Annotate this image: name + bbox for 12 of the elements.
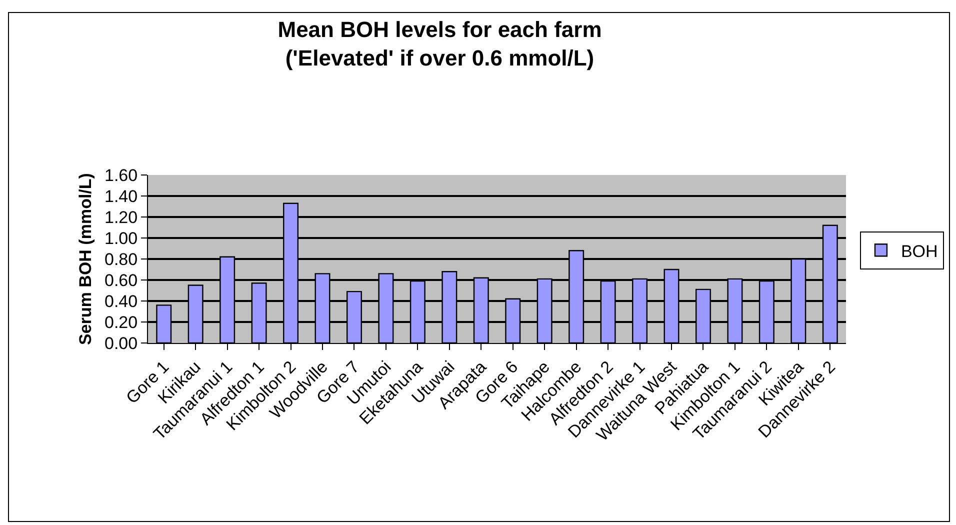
y-tick-label: 1.60: [104, 166, 138, 185]
y-tick-label: 1.00: [104, 228, 138, 248]
y-tick-label: 0.00: [104, 334, 138, 353]
legend-label: BOH: [900, 242, 938, 261]
y-tick-label: 0.80: [104, 250, 138, 269]
y-tick-label: 1.40: [104, 186, 138, 206]
y-tick-label: 0.60: [104, 270, 138, 290]
chart-title: Mean BOH levels for each farm ('Elevated' if over 0.6 mmol/L): [278, 16, 602, 70]
y-tick-label: 0.40: [104, 292, 138, 311]
y-tick-label: 0.20: [104, 312, 138, 332]
y-axis-title: Serum BOH (mmol/L): [76, 173, 96, 345]
y-tick-label: 1.20: [104, 208, 138, 227]
